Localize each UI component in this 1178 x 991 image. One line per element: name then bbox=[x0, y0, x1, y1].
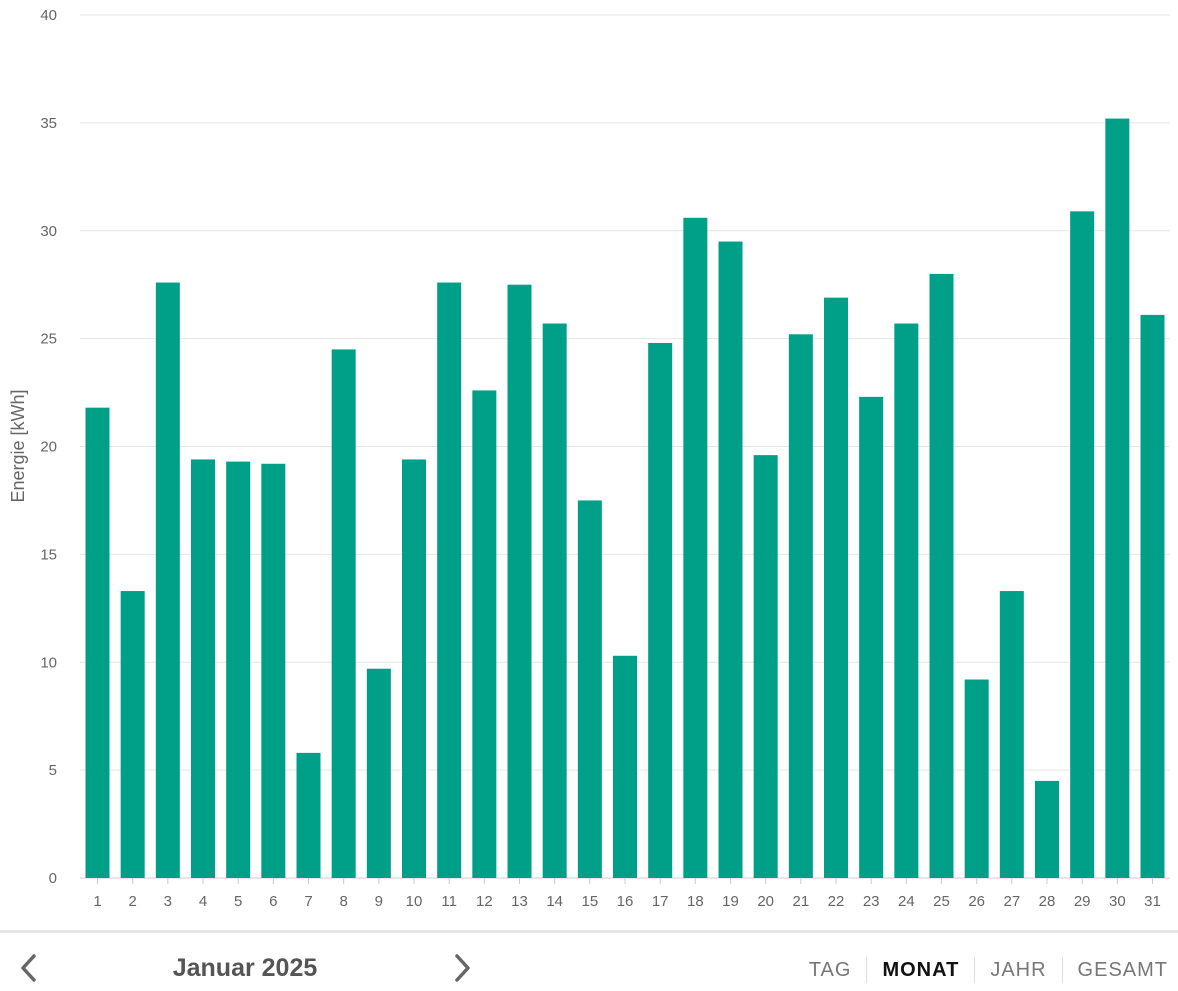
x-tick-label: 15 bbox=[581, 893, 598, 910]
bar bbox=[155, 282, 180, 878]
x-tick-label: 4 bbox=[199, 893, 207, 910]
chevron-right-icon bbox=[455, 954, 470, 982]
y-tick-label: 40 bbox=[40, 7, 57, 24]
bar bbox=[261, 463, 286, 878]
bar bbox=[683, 217, 708, 878]
next-period-button[interactable] bbox=[447, 950, 477, 986]
x-tick-label: 7 bbox=[304, 893, 312, 910]
bar bbox=[824, 297, 848, 878]
y-axis-label: Energie [kWh] bbox=[8, 389, 28, 502]
x-tick-label: 23 bbox=[863, 893, 880, 910]
bar bbox=[999, 591, 1024, 878]
x-tick-label: 9 bbox=[375, 893, 383, 910]
previous-period-button[interactable] bbox=[14, 950, 44, 986]
x-tick-label: 28 bbox=[1039, 893, 1056, 910]
x-tick-label: 1 bbox=[93, 893, 101, 910]
period-navigation-bar: Januar 2025 TAG MONAT JAHR GESAMT bbox=[0, 930, 1178, 991]
x-tick-label: 8 bbox=[339, 893, 347, 910]
x-tick-label: 12 bbox=[476, 893, 493, 910]
tab-tag[interactable]: TAG bbox=[808, 959, 852, 981]
x-tick-label: 18 bbox=[687, 893, 704, 910]
bar bbox=[472, 390, 497, 878]
x-tick-label: 26 bbox=[968, 893, 985, 910]
chevron-left-icon bbox=[21, 954, 36, 982]
tab-gesamt[interactable]: GESAMT bbox=[1061, 957, 1178, 983]
tab-jahr[interactable]: JAHR bbox=[974, 957, 1061, 983]
bar bbox=[331, 349, 356, 879]
x-tick-label: 11 bbox=[441, 893, 457, 910]
bar bbox=[1070, 211, 1095, 878]
tab-monat[interactable]: MONAT bbox=[866, 957, 974, 983]
y-tick-label: 20 bbox=[40, 439, 57, 456]
bar bbox=[85, 407, 110, 878]
y-tick-label: 5 bbox=[49, 762, 57, 779]
bar bbox=[788, 334, 813, 878]
bar bbox=[753, 455, 778, 878]
bar bbox=[964, 679, 989, 878]
y-tick-label: 15 bbox=[40, 546, 57, 563]
bar bbox=[437, 282, 462, 878]
y-tick-label: 30 bbox=[40, 223, 57, 240]
period-tabs: TAG MONAT JAHR GESAMT bbox=[794, 957, 1178, 983]
bar bbox=[859, 396, 884, 878]
period-label: Januar 2025 bbox=[172, 954, 318, 982]
bar bbox=[648, 342, 673, 878]
bar bbox=[1035, 780, 1059, 878]
x-tick-label: 24 bbox=[898, 893, 915, 910]
x-tick-label: 17 bbox=[652, 893, 669, 910]
bar bbox=[120, 591, 145, 878]
x-tick-label: 14 bbox=[546, 893, 563, 910]
x-tick-label: 16 bbox=[617, 893, 634, 910]
y-tick-label: 25 bbox=[40, 331, 57, 348]
x-tick-label: 20 bbox=[757, 893, 774, 910]
y-tick-label: 35 bbox=[40, 115, 57, 132]
x-tick-label: 19 bbox=[722, 893, 739, 910]
bar bbox=[296, 752, 321, 878]
x-tick-label: 31 bbox=[1144, 893, 1161, 910]
x-tick-label: 2 bbox=[128, 893, 136, 910]
bar bbox=[613, 655, 637, 878]
x-tick-label: 10 bbox=[406, 893, 423, 910]
bar bbox=[718, 241, 743, 879]
x-tick-label: 13 bbox=[511, 893, 528, 910]
x-tick-label: 3 bbox=[164, 893, 172, 910]
bar bbox=[507, 284, 532, 878]
x-tick-label: 22 bbox=[828, 893, 845, 910]
bar bbox=[402, 459, 426, 878]
x-tick-label: 27 bbox=[1003, 893, 1020, 910]
bar bbox=[929, 273, 954, 878]
x-tick-label: 5 bbox=[234, 893, 242, 910]
x-tick-label: 29 bbox=[1074, 893, 1091, 910]
bar bbox=[1140, 314, 1165, 879]
y-tick-label: 0 bbox=[49, 870, 57, 887]
x-tick-label: 30 bbox=[1109, 893, 1126, 910]
bar bbox=[894, 323, 919, 879]
bar bbox=[226, 461, 251, 878]
bar bbox=[1105, 118, 1130, 878]
x-tick-label: 21 bbox=[792, 893, 809, 910]
x-tick-label: 6 bbox=[269, 893, 277, 910]
bar bbox=[366, 668, 391, 878]
bar bbox=[191, 459, 215, 878]
x-tick-label: 25 bbox=[933, 893, 950, 910]
bar bbox=[577, 500, 602, 878]
y-tick-label: 10 bbox=[40, 654, 57, 671]
bar bbox=[542, 323, 567, 879]
